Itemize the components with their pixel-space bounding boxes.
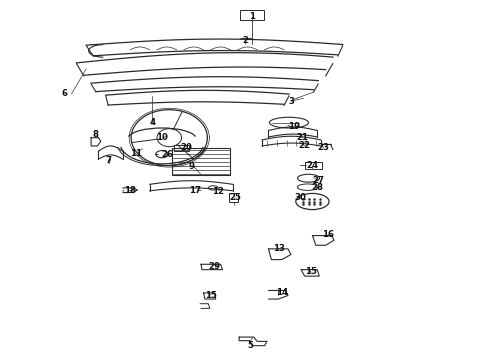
Text: 19: 19 bbox=[288, 122, 300, 131]
Text: 28: 28 bbox=[311, 183, 323, 192]
Text: 27: 27 bbox=[312, 176, 324, 185]
Text: 7: 7 bbox=[105, 156, 111, 165]
Text: 12: 12 bbox=[212, 187, 224, 196]
Text: 22: 22 bbox=[298, 141, 311, 150]
Text: 5: 5 bbox=[247, 341, 253, 350]
Bar bbox=[229, 193, 238, 202]
Bar bbox=[174, 145, 189, 151]
Text: 15: 15 bbox=[305, 267, 317, 276]
Text: 6: 6 bbox=[61, 89, 67, 98]
Text: 9: 9 bbox=[188, 162, 194, 171]
Text: 17: 17 bbox=[189, 186, 201, 195]
Text: 14: 14 bbox=[275, 288, 288, 297]
Bar bbox=[305, 162, 322, 168]
Text: 25: 25 bbox=[229, 193, 241, 202]
Text: 1: 1 bbox=[249, 12, 255, 21]
Text: 8: 8 bbox=[93, 130, 99, 139]
Text: 16: 16 bbox=[322, 230, 334, 239]
Text: 13: 13 bbox=[273, 244, 285, 253]
Text: 26: 26 bbox=[162, 150, 174, 159]
Text: 20: 20 bbox=[180, 143, 192, 152]
Text: 23: 23 bbox=[317, 143, 329, 152]
Text: 18: 18 bbox=[124, 186, 136, 195]
Text: 3: 3 bbox=[289, 97, 294, 106]
Bar bbox=[240, 10, 264, 21]
Text: 15: 15 bbox=[205, 291, 217, 300]
Text: 21: 21 bbox=[296, 133, 309, 142]
Text: 4: 4 bbox=[149, 118, 155, 127]
Bar bbox=[172, 148, 230, 175]
Text: 29: 29 bbox=[208, 262, 220, 271]
Text: 10: 10 bbox=[156, 133, 168, 142]
Text: 2: 2 bbox=[242, 36, 248, 45]
Text: 11: 11 bbox=[130, 149, 143, 158]
Text: 30: 30 bbox=[294, 193, 306, 202]
Text: 24: 24 bbox=[306, 161, 318, 170]
